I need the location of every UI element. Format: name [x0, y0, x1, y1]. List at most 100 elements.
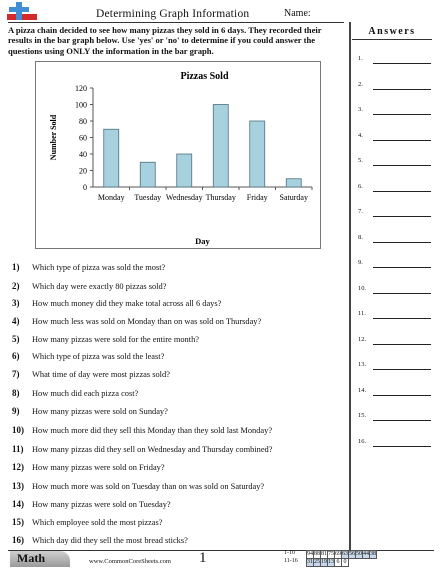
answer-number: 6. [358, 182, 363, 190]
bar [212, 104, 229, 188]
site-url: www.CommonCoreSheets.com [89, 558, 171, 565]
answer-blank[interactable]: 5. [358, 157, 432, 169]
question-number: 16) [12, 535, 24, 545]
answer-line [373, 114, 431, 115]
answer-blank[interactable]: 14. [358, 387, 432, 399]
score-grid: 94 88 81 75 69 63 56 50 44 38 31 25 19 13 6 0 [306, 550, 377, 567]
score-cell: 25 [313, 558, 321, 567]
answers-title-divider [352, 39, 432, 40]
answer-number: 12. [358, 335, 367, 343]
score-cell: 31 [306, 558, 314, 567]
answer-blank[interactable]: 6. [358, 183, 432, 195]
bar [176, 153, 193, 188]
score-row-label: 1-10 [284, 550, 295, 556]
answer-blank[interactable]: 1. [358, 55, 432, 67]
answer-line [373, 267, 431, 268]
question-row: 13) How much more was sold on Tuesday tha… [8, 481, 344, 495]
answer-blank[interactable]: 3. [358, 106, 432, 118]
y-tick-label: 40 [79, 150, 87, 159]
question-text: Which type of pizza was sold the most? [32, 263, 166, 272]
question-row: 7) What time of day were most pizzas sold… [8, 369, 344, 383]
question-text: How much more was sold on Tuesday than o… [32, 482, 265, 491]
score-cell: 44 [362, 550, 370, 559]
answer-blank[interactable]: 12. [358, 336, 432, 348]
question-number: 7) [12, 369, 20, 379]
x-tick-label: Thursday [206, 193, 236, 202]
question-number: 9) [12, 406, 20, 416]
question-text: How much money did they make total acros… [32, 299, 222, 308]
answer-blank[interactable]: 13. [358, 361, 432, 373]
question-number: 15) [12, 517, 24, 527]
question-text: How much more did they sell this Monday … [32, 426, 273, 435]
x-tick-label: Monday [98, 193, 125, 202]
answer-number: 13. [358, 361, 367, 368]
question-text: How much less was sold on Monday than on… [32, 317, 262, 326]
y-axis-label: Number Sold [49, 114, 58, 160]
answer-line [373, 216, 431, 217]
score-cell: 19 [320, 558, 328, 567]
answer-line [373, 241, 431, 243]
question-row: 14) How many pizzas were sold on Tuesday? [8, 499, 344, 513]
answer-blank[interactable]: 16. [358, 438, 432, 450]
question-number: 6) [12, 351, 20, 361]
answer-number: 14. [358, 386, 367, 394]
worksheet-title: Determining Graph Information [96, 8, 250, 20]
footer-divider [8, 550, 434, 551]
bar [249, 120, 266, 188]
question-row: 10) How much more did they sell this Mond… [8, 425, 344, 439]
answer-blank[interactable]: 9. [358, 259, 432, 271]
score-cell: 81 [320, 550, 328, 559]
question-text: How much did each pizza cost? [32, 389, 139, 398]
answer-number: 7. [358, 208, 363, 215]
question-number: 4) [12, 316, 20, 326]
name-label: Name: [284, 8, 311, 19]
question-number: 12) [12, 462, 24, 472]
question-row: 9) How many pizzas were sold on Sunday? [8, 406, 344, 420]
answer-number: 10. [358, 284, 367, 292]
answer-blank[interactable]: 7. [358, 208, 432, 220]
answer-blank[interactable]: 15. [358, 412, 432, 424]
score-cell: 13 [327, 558, 335, 567]
answer-blank[interactable]: 4. [358, 132, 432, 144]
question-text: Which day did they sell the most bread s… [32, 536, 188, 545]
answer-line [373, 88, 431, 90]
question-row: 3) How much money did they make total acr… [8, 298, 344, 312]
question-number: 14) [12, 499, 24, 509]
question-number: 3) [12, 298, 20, 308]
answer-blank[interactable]: 10. [358, 285, 432, 297]
answers-title: Answers [368, 26, 416, 37]
question-text: How many pizzas were sold for the entire… [32, 335, 199, 344]
question-text: Which employee sold the most pizzas? [32, 518, 163, 527]
answer-number: 9. [358, 259, 363, 266]
page-number: 1 [199, 550, 207, 566]
subject-label: Math [17, 551, 45, 565]
question-row: 8) How much did each pizza cost? [8, 388, 344, 402]
question-text: How many pizzas were sold on Tuesday? [32, 500, 171, 509]
x-tick-label: Friday [247, 193, 268, 202]
question-number: 2) [12, 281, 20, 291]
y-tick-label: 100 [75, 101, 87, 110]
score-row: 94 88 81 75 69 63 56 50 44 38 [306, 550, 377, 559]
x-tick-label: Tuesday [134, 193, 161, 202]
answer-line [373, 445, 431, 447]
score-cell: 38 [369, 550, 377, 559]
answer-line [373, 292, 431, 294]
y-tick-label: 0 [83, 183, 87, 192]
y-tick-label: 20 [79, 167, 87, 176]
answer-number: 4. [358, 131, 363, 139]
answer-number: 11. [358, 310, 366, 317]
bar-chart: Pizzas Sold 0 20 40 60 80 100 120 Monday Tuesday W… [35, 61, 321, 249]
question-row: 6) Which type of pizza was sold the least… [8, 351, 344, 365]
answer-blank[interactable]: 8. [358, 234, 432, 246]
question-number: 13) [12, 481, 24, 491]
answer-number: 2. [358, 80, 363, 88]
score-row: 31 25 19 13 6 0 [306, 558, 377, 567]
bar [103, 128, 120, 188]
question-row: 1) Which type of pizza was sold the most? [8, 262, 344, 276]
question-number: 11) [12, 444, 24, 454]
answer-line [373, 394, 431, 396]
question-number: 10) [12, 425, 24, 435]
answer-blank[interactable]: 11. [358, 310, 432, 322]
question-row: 2) Which day were exactly 80 pizzas sold? [8, 281, 344, 295]
answer-blank[interactable]: 2. [358, 81, 432, 93]
